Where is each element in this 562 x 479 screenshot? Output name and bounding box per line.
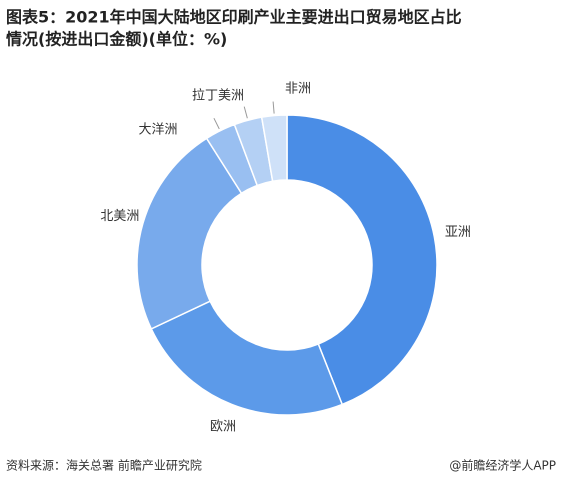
- donut-slice: [136, 137, 243, 330]
- leader-line: [272, 101, 275, 114]
- slice-label: 拉丁美洲: [192, 89, 244, 104]
- donut-slice: [260, 114, 288, 183]
- source: 资料来源：海关总署 前瞻产业研究院: [6, 458, 202, 473]
- slice-label: 欧洲: [210, 419, 236, 434]
- slice-label: 北美洲: [100, 209, 139, 224]
- slice-label: 亚洲: [445, 225, 471, 240]
- leader-line: [213, 117, 220, 130]
- credit: @前瞻经济学人APP: [449, 458, 556, 473]
- donut-slice: [150, 300, 344, 416]
- donut-slice: [286, 114, 438, 406]
- slice-label: 大洋洲: [138, 123, 177, 138]
- chart-title: 情况(按进出口金额)(单位：%): [6, 30, 227, 49]
- slice-label: 非洲: [285, 82, 311, 97]
- chart-title: 图表5：2021年中国大陆地区印刷产业主要进出口贸易地区占比: [6, 8, 462, 27]
- leader-line: [243, 106, 248, 119]
